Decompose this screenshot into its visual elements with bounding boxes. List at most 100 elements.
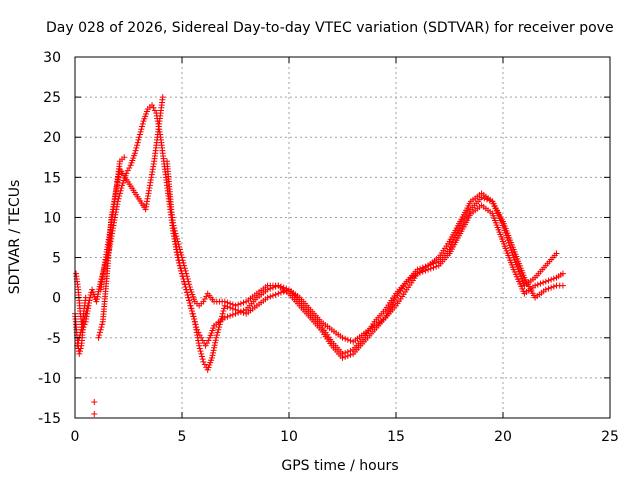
data-point	[97, 326, 104, 333]
data-point	[232, 302, 239, 309]
data-point	[219, 310, 226, 317]
y-tick-label: 30	[43, 50, 61, 66]
data-point	[550, 283, 557, 290]
data-point	[208, 354, 215, 361]
data-point	[422, 263, 429, 270]
data-point	[134, 139, 141, 146]
data-point	[532, 282, 539, 289]
data-point	[419, 264, 426, 271]
data-point	[200, 358, 207, 365]
data-point	[342, 335, 349, 342]
y-axis-label: SDTVAR / TECUs	[7, 180, 23, 295]
data-point	[96, 332, 103, 339]
data-point	[189, 310, 196, 317]
data-point	[179, 254, 185, 261]
data-point	[559, 270, 566, 277]
data-point	[190, 313, 197, 320]
data-point	[240, 307, 247, 314]
data-point	[77, 345, 84, 352]
chart-title: Day 028 of 2026, Sidereal Day-to-day VTE…	[46, 20, 614, 36]
data-point	[347, 337, 354, 344]
data-point	[175, 241, 182, 248]
data-point	[339, 354, 346, 361]
data-point	[220, 308, 227, 315]
data-point	[559, 282, 566, 289]
data-point	[198, 334, 205, 341]
data-point	[232, 310, 239, 317]
data-point	[176, 246, 183, 253]
data-point	[198, 353, 205, 360]
data-point	[196, 332, 203, 339]
x-tick-label: 15	[387, 429, 405, 445]
data-point	[210, 347, 217, 354]
data-point	[188, 305, 195, 312]
data-point	[170, 222, 177, 229]
x-axis-label: GPS time / hours	[281, 458, 398, 474]
data-point	[427, 261, 434, 268]
data-point	[425, 262, 432, 269]
y-tick-label: 5	[52, 251, 61, 267]
data-point	[192, 321, 199, 328]
data-point	[542, 278, 549, 285]
data-point	[139, 123, 146, 130]
data-point	[202, 342, 209, 349]
y-tick-label: 0	[52, 291, 61, 307]
data-point	[430, 260, 437, 267]
data-point	[159, 94, 166, 101]
data-point	[181, 265, 188, 272]
data-point	[137, 128, 144, 135]
data-point	[134, 142, 141, 149]
data-point	[181, 262, 188, 269]
data-point	[478, 194, 485, 201]
data-point	[414, 266, 421, 273]
data-point	[186, 281, 193, 288]
data-point	[91, 398, 98, 405]
y-tick-label: -15	[38, 411, 61, 427]
data-point	[95, 291, 102, 298]
data-point	[272, 291, 279, 298]
data-point	[224, 313, 231, 320]
data-point	[203, 340, 210, 347]
data-point	[201, 361, 208, 368]
data-point	[211, 344, 218, 351]
y-tick-label: -5	[47, 331, 61, 347]
data-point	[173, 233, 180, 240]
data-point	[213, 332, 220, 339]
data-point	[95, 334, 102, 341]
tick-labels-layer: 0 5 10 15 20 25 -15 -10 -5 0 5 10 15 20 25 30	[38, 50, 619, 445]
data-point	[344, 336, 351, 343]
data-point	[96, 329, 103, 336]
data-point	[188, 308, 195, 315]
data-point	[135, 136, 142, 143]
data-point	[191, 318, 198, 325]
data-point	[214, 329, 221, 336]
data-point	[124, 167, 131, 174]
data-point	[171, 225, 178, 232]
plot-frame	[74, 56, 611, 419]
data-point	[183, 270, 190, 277]
data-point	[210, 349, 217, 356]
grid-layer	[75, 57, 610, 418]
data-point	[218, 313, 225, 320]
data-point	[205, 337, 212, 344]
data-point	[235, 309, 242, 316]
data-point	[76, 348, 83, 355]
y-tick-label: 10	[43, 210, 61, 226]
data-point	[121, 154, 128, 161]
data-point	[174, 238, 181, 245]
data-point	[542, 286, 549, 293]
data-point	[151, 107, 158, 114]
ticks-layer	[74, 56, 611, 419]
data-point	[211, 342, 218, 349]
data-point	[126, 164, 133, 171]
data-point	[486, 197, 493, 204]
data-point	[433, 259, 440, 266]
data-point	[227, 300, 234, 307]
data-point	[197, 348, 204, 355]
data-point	[269, 292, 276, 299]
data-point	[82, 294, 89, 301]
data-point	[213, 334, 220, 341]
data-point	[186, 283, 193, 290]
data-point	[212, 337, 219, 344]
